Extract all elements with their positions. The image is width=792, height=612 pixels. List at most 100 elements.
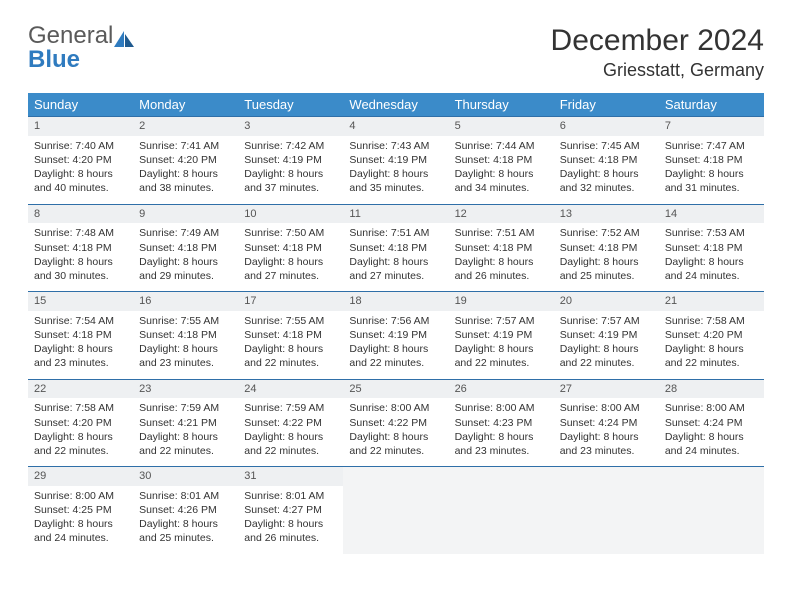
logo-word-blue: Blue <box>28 46 80 73</box>
weekday-header: Saturday <box>659 93 764 117</box>
day-content-row: Sunrise: 8:00 AMSunset: 4:25 PM Daylight:… <box>28 486 764 554</box>
sunset-line: Sunset: 4:24 PM <box>560 416 653 430</box>
day-content-cell: Sunrise: 7:55 AMSunset: 4:18 PMDaylight:… <box>238 311 343 379</box>
day-number-cell: 2 <box>133 117 238 136</box>
daylight-line: Daylight: 8 hours and 22 minutes. <box>244 342 337 370</box>
day-content-cell <box>659 486 764 554</box>
sunset-line: Sunset: 4:27 PM <box>244 503 337 517</box>
header: General Blue December 2024 Griesstatt, G… <box>28 24 764 81</box>
sunrise-line: Sunrise: 7:45 AM <box>560 139 653 153</box>
day-number-cell: 25 <box>343 379 448 398</box>
day-content-row: Sunrise: 7:54 AMSunset: 4:18 PMDaylight:… <box>28 311 764 379</box>
day-number-cell: 15 <box>28 292 133 311</box>
daylight-line: Daylight: 8 hours and 23 minutes. <box>560 430 653 458</box>
day-number-cell <box>659 467 764 486</box>
day-number-cell: 14 <box>659 204 764 223</box>
sunrise-line: Sunrise: 7:49 AM <box>139 226 232 240</box>
sunset-line: Sunset: 4:20 PM <box>34 153 127 167</box>
sunrise-line: Sunrise: 7:55 AM <box>139 314 232 328</box>
day-number-cell <box>554 467 659 486</box>
day-number-cell: 6 <box>554 117 659 136</box>
sunrise-line: Sunrise: 7:48 AM <box>34 226 127 240</box>
sunrise-line: Sunrise: 7:59 AM <box>244 401 337 415</box>
day-number-cell <box>343 467 448 486</box>
sunrise-line: Sunrise: 7:47 AM <box>665 139 758 153</box>
day-number-cell: 8 <box>28 204 133 223</box>
daylight-line: Daylight: 8 hours and 26 minutes. <box>244 517 337 545</box>
day-content-cell <box>343 486 448 554</box>
sunrise-line: Sunrise: 8:00 AM <box>665 401 758 415</box>
day-number-cell: 5 <box>449 117 554 136</box>
logo: General Blue <box>28 24 135 72</box>
daylight-line: Daylight: 8 hours and 22 minutes. <box>560 342 653 370</box>
day-content-cell: Sunrise: 8:00 AMSunset: 4:25 PMDaylight:… <box>28 486 133 554</box>
day-number-cell: 23 <box>133 379 238 398</box>
daylight-line: Daylight: 8 hours and 24 minutes. <box>665 255 758 283</box>
day-content-cell: Sunrise: 7:55 AMSunset: 4:18 PMDaylight:… <box>133 311 238 379</box>
daylight-line: Daylight: 8 hours and 24 minutes. <box>665 430 758 458</box>
day-number-cell: 12 <box>449 204 554 223</box>
day-content-cell: Sunrise: 7:40 AMSunset: 4:20 PMDaylight:… <box>28 136 133 204</box>
day-content-cell: Sunrise: 7:59 AMSunset: 4:22 PMDaylight:… <box>238 398 343 466</box>
sunset-line: Sunset: 4:19 PM <box>349 153 442 167</box>
day-number-cell: 26 <box>449 379 554 398</box>
day-content-cell: Sunrise: 7:50 AMSunset: 4:18 PMDaylight:… <box>238 223 343 291</box>
day-content-cell: Sunrise: 7:43 AMSunset: 4:19 PMDaylight:… <box>343 136 448 204</box>
daylight-line: Daylight: 8 hours and 27 minutes. <box>349 255 442 283</box>
day-number-cell: 28 <box>659 379 764 398</box>
sunrise-line: Sunrise: 7:42 AM <box>244 139 337 153</box>
sunset-line: Sunset: 4:20 PM <box>139 153 232 167</box>
sunset-line: Sunset: 4:18 PM <box>34 241 127 255</box>
sunrise-line: Sunrise: 7:57 AM <box>560 314 653 328</box>
daylight-line: Daylight: 8 hours and 30 minutes. <box>34 255 127 283</box>
daylight-line: Daylight: 8 hours and 22 minutes. <box>349 430 442 458</box>
month-title: December 2024 <box>551 24 764 58</box>
sunset-line: Sunset: 4:21 PM <box>139 416 232 430</box>
sunrise-line: Sunrise: 7:53 AM <box>665 226 758 240</box>
sunset-line: Sunset: 4:18 PM <box>244 241 337 255</box>
sunrise-line: Sunrise: 8:00 AM <box>349 401 442 415</box>
day-content-cell: Sunrise: 7:51 AMSunset: 4:18 PMDaylight:… <box>449 223 554 291</box>
sunset-line: Sunset: 4:18 PM <box>139 328 232 342</box>
sunrise-line: Sunrise: 8:00 AM <box>455 401 548 415</box>
day-content-cell <box>554 486 659 554</box>
logo-text: General Blue <box>28 24 135 72</box>
sunset-line: Sunset: 4:19 PM <box>244 153 337 167</box>
sunset-line: Sunset: 4:18 PM <box>560 241 653 255</box>
day-content-cell: Sunrise: 7:57 AMSunset: 4:19 PMDaylight:… <box>449 311 554 379</box>
sunset-line: Sunset: 4:23 PM <box>455 416 548 430</box>
day-content-cell: Sunrise: 7:52 AMSunset: 4:18 PMDaylight:… <box>554 223 659 291</box>
day-number-cell: 20 <box>554 292 659 311</box>
sunset-line: Sunset: 4:18 PM <box>139 241 232 255</box>
daylight-line: Daylight: 8 hours and 26 minutes. <box>455 255 548 283</box>
sunrise-line: Sunrise: 7:58 AM <box>665 314 758 328</box>
daylight-line: Daylight: 8 hours and 22 minutes. <box>455 342 548 370</box>
sunrise-line: Sunrise: 8:01 AM <box>244 489 337 503</box>
day-content-cell: Sunrise: 8:00 AMSunset: 4:23 PMDaylight:… <box>449 398 554 466</box>
daylight-line: Daylight: 8 hours and 31 minutes. <box>665 167 758 195</box>
day-number-cell: 13 <box>554 204 659 223</box>
title-block: December 2024 Griesstatt, Germany <box>551 24 764 81</box>
sunset-line: Sunset: 4:18 PM <box>455 241 548 255</box>
daylight-line: Daylight: 8 hours and 22 minutes. <box>139 430 232 458</box>
sunset-line: Sunset: 4:18 PM <box>560 153 653 167</box>
sunset-line: Sunset: 4:18 PM <box>34 328 127 342</box>
sunset-line: Sunset: 4:19 PM <box>560 328 653 342</box>
sunrise-line: Sunrise: 7:57 AM <box>455 314 548 328</box>
day-content-row: Sunrise: 7:58 AMSunset: 4:20 PMDaylight:… <box>28 398 764 466</box>
day-content-cell: Sunrise: 7:45 AMSunset: 4:18 PMDaylight:… <box>554 136 659 204</box>
day-number-cell: 19 <box>449 292 554 311</box>
day-content-cell: Sunrise: 7:56 AMSunset: 4:19 PMDaylight:… <box>343 311 448 379</box>
day-number-cell: 10 <box>238 204 343 223</box>
day-number-cell: 9 <box>133 204 238 223</box>
day-number-row: 22232425262728 <box>28 379 764 398</box>
sunset-line: Sunset: 4:25 PM <box>34 503 127 517</box>
sunrise-line: Sunrise: 7:40 AM <box>34 139 127 153</box>
sunrise-line: Sunrise: 7:51 AM <box>349 226 442 240</box>
sunset-line: Sunset: 4:18 PM <box>665 241 758 255</box>
day-content-cell: Sunrise: 7:58 AMSunset: 4:20 PMDaylight:… <box>659 311 764 379</box>
day-number-cell: 24 <box>238 379 343 398</box>
sunrise-line: Sunrise: 8:00 AM <box>560 401 653 415</box>
daylight-line: Daylight: 8 hours and 32 minutes. <box>560 167 653 195</box>
sunrise-line: Sunrise: 8:00 AM <box>34 489 127 503</box>
